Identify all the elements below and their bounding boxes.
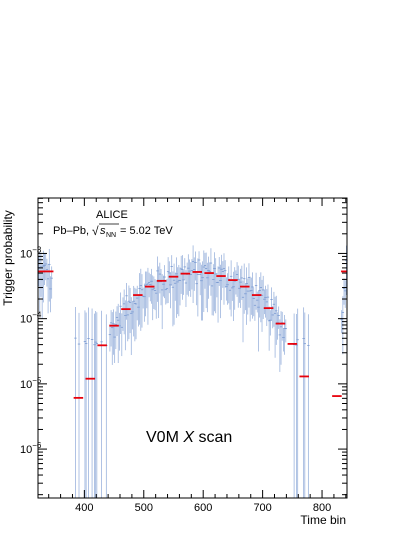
collision-system-label: Pb–Pb, √ s NN = 5.02 TeV — [53, 223, 173, 239]
fine-series — [37, 245, 348, 498]
experiment-label: ALICE — [96, 209, 128, 221]
y-tick-base: 10 — [20, 314, 32, 326]
y-tick-exponent: −6 — [32, 441, 42, 450]
y-tick-label: 10−6 — [20, 441, 42, 456]
x-tick-label: 400 — [75, 502, 93, 514]
y-tick-label: 10−5 — [20, 376, 42, 391]
energy-sqrt: √ — [92, 224, 99, 238]
y-tick-exponent: −4 — [32, 311, 42, 320]
scan-annotation-prefix: V0M — [146, 429, 183, 446]
binned-series — [38, 270, 347, 399]
y-tick-label: 10−3 — [20, 245, 42, 260]
energy-subscript: NN — [106, 232, 116, 239]
scan-annotation-variable: X — [182, 429, 195, 446]
x-axis-label: Time bin — [300, 513, 346, 527]
y-tick-exponent: −5 — [32, 376, 42, 385]
energy-s: s — [100, 225, 106, 237]
y-tick-base: 10 — [20, 444, 32, 456]
x-tick-label: 600 — [194, 502, 212, 514]
y-tick-label: 10−4 — [20, 311, 42, 326]
collision-label: Pb–Pb, — [53, 225, 89, 237]
y-tick-base: 10 — [20, 379, 32, 391]
plot-frame — [37, 197, 348, 499]
y-tick-base: 10 — [20, 248, 32, 260]
x-tick-label: 500 — [135, 502, 153, 514]
x-tick-label: 700 — [253, 502, 271, 514]
scan-annotation-suffix: scan — [194, 429, 232, 446]
x-tick-label: 800 — [313, 502, 331, 514]
energy-value: = 5.02 TeV — [120, 225, 173, 237]
y-axis-label: Trigger probability — [1, 210, 15, 306]
y-tick-exponent: −3 — [32, 245, 42, 254]
scan-annotation: V0M X scan — [146, 429, 232, 446]
